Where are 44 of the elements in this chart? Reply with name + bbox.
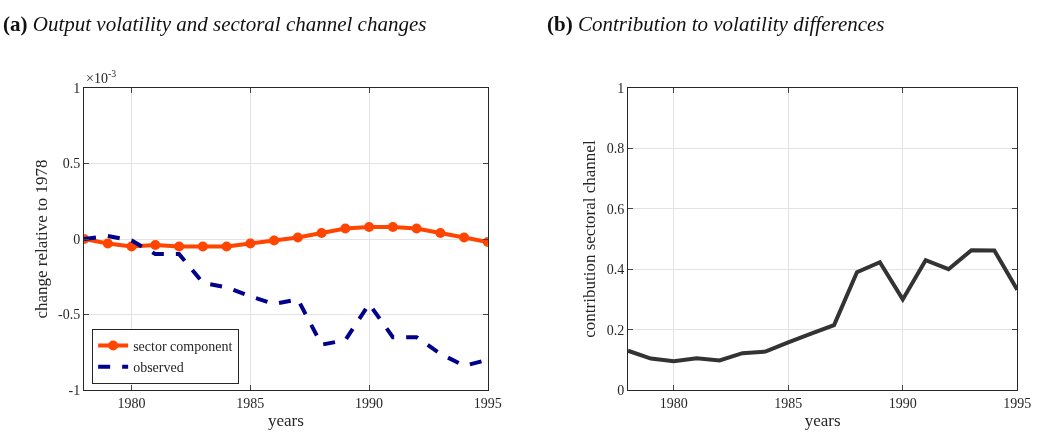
y-tick-label: 0.6 — [606, 201, 625, 217]
x-tick-label: 1980 — [117, 395, 146, 411]
legend-label: sector component — [133, 339, 233, 355]
x-axis-title: years — [268, 411, 304, 431]
y-tick-label: 0.8 — [606, 141, 625, 157]
point — [316, 227, 327, 238]
y-tick-label: -1 — [68, 382, 81, 398]
point — [221, 241, 232, 252]
point — [387, 221, 398, 232]
x-tick-label: 1990 — [355, 395, 384, 411]
point — [102, 238, 113, 249]
text: ×10$^{-3}$ — [86, 68, 117, 86]
y-tick-label: 0.4 — [606, 262, 625, 278]
x-axis-title: years — [804, 411, 841, 431]
y-tick-label: 0 — [73, 231, 81, 247]
x-tick-label: 1985 — [774, 395, 803, 411]
y-tick-label: 0.5 — [62, 156, 81, 172]
point — [269, 235, 280, 246]
point — [435, 227, 446, 238]
x-tick-label: 1985 — [236, 395, 265, 411]
y-axis-title: change relative to 1978 — [31, 159, 51, 319]
x-tick-label: 1980 — [659, 395, 688, 411]
chart-title: (b) Contribution to volatility differences — [547, 12, 885, 36]
y-tick-label: -0.5 — [58, 307, 81, 323]
y-axis-title: contribution sectoral channel — [580, 140, 600, 338]
point — [292, 232, 303, 243]
y-tick-label: 1 — [617, 80, 625, 96]
point — [150, 240, 161, 251]
chart-title: (a) Output volatility and sectoral channel changes — [3, 12, 427, 36]
point — [411, 223, 422, 234]
y-tick-label: 0.2 — [606, 322, 625, 338]
point — [459, 232, 470, 243]
point — [364, 221, 375, 232]
line-series — [627, 248, 1018, 364]
x-tick-label: 1995 — [473, 395, 502, 411]
point — [245, 238, 256, 249]
point — [174, 241, 185, 252]
legend-label: observed — [133, 360, 184, 376]
y-tick-label: 0 — [617, 382, 625, 398]
x-tick-label: 1990 — [888, 395, 917, 411]
y-tick-label: 1 — [73, 80, 81, 96]
x-tick-label: 1995 — [1003, 395, 1032, 411]
point — [340, 223, 351, 234]
point — [197, 241, 208, 252]
